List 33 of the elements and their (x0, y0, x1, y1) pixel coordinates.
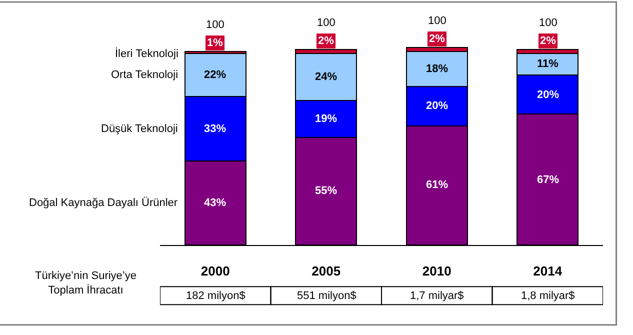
data-label: 61% (426, 179, 448, 191)
data-label: 2% (318, 35, 334, 47)
data-label: 33% (204, 123, 226, 135)
data-label: 22% (204, 69, 226, 81)
data-label: 1% (207, 37, 224, 49)
x-tick-label: 2010 (422, 264, 452, 279)
data-label: 20% (537, 89, 560, 101)
data-label: 11% (537, 58, 559, 70)
total-label: 100 (206, 19, 224, 31)
series-label: Orta Teknoloji (111, 69, 178, 81)
text: 551 milyon$ (297, 290, 356, 302)
x-tick-label: 2000 (200, 264, 230, 279)
text: Türkiye’nin Suriye’ye Toplam İhracatı (35, 270, 136, 296)
total-label: 100 (317, 17, 336, 29)
data-label: 67% (537, 174, 560, 186)
data-label: 43% (204, 197, 226, 209)
data-label: 19% (315, 113, 338, 125)
x-tick-label: 2014 (533, 264, 563, 279)
series-label: Düşük Teknoloji (101, 123, 178, 135)
data-label: 24% (315, 71, 338, 83)
series-label: İleri Teknoloji (115, 47, 178, 60)
data-label: 2% (429, 33, 446, 45)
data-label: 2% (540, 35, 556, 47)
total-label: 100 (539, 17, 558, 29)
data-label: 20% (426, 100, 448, 112)
x-tick-label: 2005 (312, 264, 341, 279)
total-label: 100 (428, 15, 446, 27)
series-label: Doğal Kaynağa Dayalı Ürünler (29, 196, 178, 209)
data-label: 18% (426, 63, 448, 75)
text: 1,8 milyar$ (521, 290, 575, 302)
text: 182 milyon$ (186, 290, 246, 302)
text: 1,7 milyar$ (410, 290, 464, 302)
data-label: 55% (315, 185, 338, 197)
